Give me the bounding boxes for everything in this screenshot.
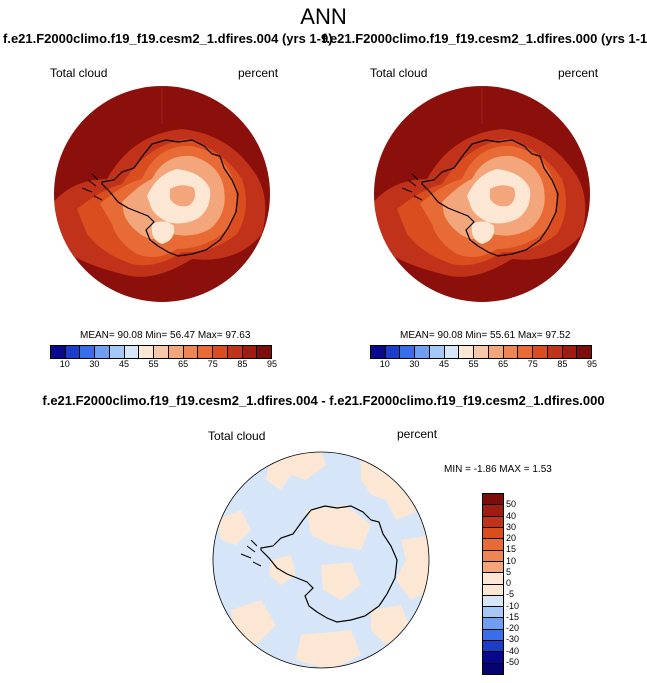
- colorbar-tick-label: 45: [118, 359, 129, 369]
- colorbar-tick-label: 75: [527, 359, 538, 369]
- colorbar-swatch: [415, 346, 430, 358]
- colorbar-swatch: [371, 346, 386, 358]
- colorbar-swatch: [65, 346, 81, 358]
- colorbar-swatch: [95, 346, 110, 358]
- colorbar-tick-label: 45: [438, 359, 449, 369]
- colorbar-tick-label: 55: [468, 359, 479, 369]
- colorbar-swatch: [257, 346, 272, 358]
- colorbar-swatch: [242, 346, 258, 358]
- panel-1-map: [54, 86, 270, 302]
- colorbar-tick-label: 20: [506, 533, 517, 543]
- colorbar-swatch: [483, 527, 503, 540]
- colorbar-swatch: [183, 346, 199, 358]
- colorbar-tick-label: 65: [178, 359, 189, 369]
- colorbar-tick-label: -50: [506, 656, 520, 667]
- colorbar-swatch: [51, 346, 66, 358]
- diff-units-label: percent: [397, 427, 438, 441]
- colorbar-tick-label: 10: [59, 359, 70, 369]
- colorbar-swatch: [483, 618, 503, 630]
- colorbar-swatch: [483, 516, 503, 528]
- colorbar-swatch: [483, 573, 503, 585]
- diff-map: [212, 451, 430, 669]
- panel-2-stats: MEAN= 90.08 Min= 55.61 Max= 97.52: [400, 330, 571, 341]
- colorbar-swatch: [483, 584, 503, 596]
- colorbar-tick-label: 85: [237, 359, 248, 369]
- panel-2-case-title: f.e21.F2000climo.f19_f19.cesm2_1.dfires.…: [322, 31, 647, 46]
- colorbar-swatch: [518, 346, 534, 358]
- diff-stats: MIN = -1.86 MAX = 1.53: [444, 464, 552, 475]
- diff-title: f.e21.F2000climo.f19_f19.cesm2_1.dfires.…: [42, 393, 605, 408]
- colorbar-swatch: [80, 346, 96, 358]
- panel-1-stats: MEAN= 90.08 Min= 56.47 Max= 97.63: [80, 330, 251, 341]
- colorbar-swatch: [213, 346, 228, 358]
- colorbar-tick-label: -30: [506, 634, 520, 645]
- panel-2-variable-label: Total cloud: [370, 66, 428, 80]
- diff-variable-label: Total cloud: [208, 429, 266, 443]
- panel-2-units-label: percent: [558, 66, 599, 80]
- colorbar-swatch: [483, 641, 503, 653]
- colorbar-swatch: [483, 505, 503, 517]
- colorbar-swatch: [385, 346, 401, 358]
- colorbar-swatch: [483, 539, 503, 551]
- panel-1-variable-label: Total cloud: [50, 66, 108, 80]
- panel-1-units-label: percent: [238, 66, 279, 80]
- colorbar-swatch: [429, 346, 445, 358]
- colorbar-tick-label: 95: [266, 359, 278, 369]
- colorbar-tick-label: 65: [498, 359, 509, 369]
- colorbar-swatch: [444, 346, 460, 358]
- colorbar-swatch: [577, 346, 592, 358]
- panel-2-colorbar: 10 30 45 55 65 75 85 95: [370, 345, 597, 371]
- colorbar-swatch: [533, 346, 548, 358]
- colorbar-tick-label: 85: [557, 359, 568, 369]
- colorbar-swatch: [198, 346, 214, 358]
- colorbar-tick-label: 5: [506, 566, 512, 577]
- colorbar-tick-label: 0: [506, 578, 512, 588]
- colorbar-swatch: [474, 346, 489, 358]
- colorbar-swatch: [483, 550, 503, 562]
- colorbar-tick-label: -5: [506, 589, 515, 600]
- colorbar-tick-label: 15: [506, 544, 517, 555]
- colorbar-swatch: [483, 652, 503, 664]
- colorbar-tick-label: 95: [586, 359, 598, 369]
- colorbar-swatch: [227, 346, 243, 358]
- colorbar-tick-label: -20: [506, 623, 520, 633]
- colorbar-swatch: [483, 561, 503, 574]
- colorbar-swatch: [483, 595, 503, 608]
- panel-1-colorbar: 10 30 45 55 65 75 85 95: [50, 345, 277, 371]
- diff-colorbar: [482, 493, 504, 675]
- colorbar-swatch: [483, 607, 503, 619]
- colorbar-swatch: [139, 346, 155, 358]
- colorbar-swatch: [154, 346, 169, 358]
- colorbar-swatch: [562, 346, 578, 358]
- colorbar-tick-label: 55: [148, 359, 159, 369]
- main-title: ANN: [300, 4, 347, 29]
- colorbar-swatch: [547, 346, 563, 358]
- diff-colorbar-ticks: 50 40 30 20 15 10 5 0 -5 -10 -15 -20 -30 -40 -50: [506, 493, 536, 673]
- colorbar-tick-label: -15: [506, 611, 520, 622]
- colorbar-tick-label: 30: [506, 521, 517, 532]
- panel-1-case-title: f.e21.F2000climo.f19_f19.cesm2_1.dfires.…: [3, 31, 333, 46]
- colorbar-tick-label: 30: [89, 359, 100, 369]
- colorbar-tick-label: 75: [207, 359, 218, 369]
- panel-2-map: [374, 86, 590, 302]
- colorbar-swatch: [109, 346, 125, 358]
- colorbar-tick-label: -10: [506, 600, 520, 611]
- colorbar-tick-label: 40: [506, 510, 517, 521]
- colorbar-tick-label: -40: [506, 645, 520, 656]
- colorbar-swatch: [400, 346, 416, 358]
- colorbar-swatch: [168, 346, 184, 358]
- colorbar-swatch: [483, 663, 503, 674]
- colorbar-swatch: [124, 346, 140, 358]
- colorbar-swatch: [483, 494, 503, 506]
- colorbar-tick-label: 30: [409, 359, 420, 369]
- colorbar-swatch: [503, 346, 519, 358]
- colorbar-tick-label: 10: [379, 359, 390, 369]
- colorbar-swatch: [488, 346, 504, 358]
- colorbar-tick-label: 50: [506, 499, 517, 510]
- colorbar-swatch: [483, 629, 503, 642]
- colorbar-swatch: [459, 346, 475, 358]
- colorbar-tick-label: 10: [506, 555, 517, 566]
